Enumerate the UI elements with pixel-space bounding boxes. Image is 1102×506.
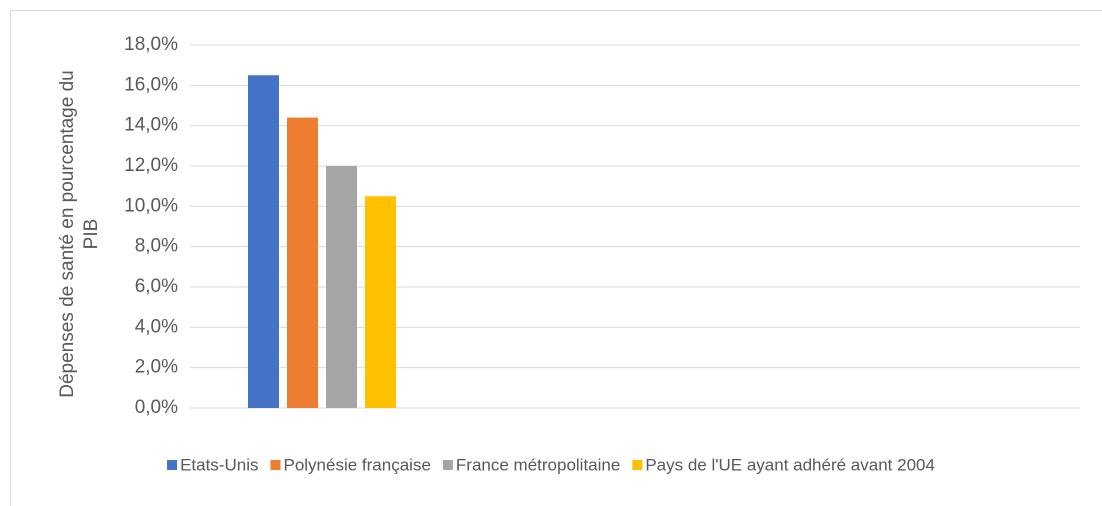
legend-swatch [167,460,178,470]
y-tick-label: 6,0% [135,276,178,297]
legend-label: France métropolitaine [456,455,620,474]
y-tick-label: 4,0% [135,316,178,337]
bar [326,166,357,408]
bar [287,117,318,408]
chart-frame [10,10,1102,506]
legend-label: Etats-Unis [180,455,258,474]
y-tick-label: 14,0% [124,115,178,136]
legend-swatch [632,460,643,470]
y-axis-title: Dépenses de santé en pourcentage du PIB [57,70,102,398]
y-tick-label: 0,0% [135,397,178,418]
legend-swatch [442,460,453,470]
legend-label: Pays de l'UE ayant adhéré avant 2004 [645,455,935,474]
legend-swatch [270,460,281,470]
y-tick-label: 2,0% [135,357,178,378]
y-tick-label: 10,0% [124,195,178,216]
legend-label: Polynésie française [283,455,430,474]
y-tick-label: 16,0% [124,74,178,95]
y-tick-label: 8,0% [135,236,178,257]
bar [248,75,279,408]
y-tick-label: 12,0% [124,155,178,176]
bar [365,196,396,408]
y-tick-label: 18,0% [124,34,178,55]
